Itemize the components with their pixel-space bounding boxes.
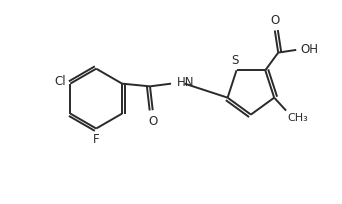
Text: CH₃: CH₃ [288, 113, 308, 123]
Text: OH: OH [300, 43, 318, 56]
Text: S: S [231, 54, 238, 67]
Text: F: F [93, 133, 100, 146]
Text: O: O [148, 115, 157, 128]
Text: O: O [270, 14, 279, 27]
Text: Cl: Cl [55, 75, 66, 89]
Text: HN: HN [177, 76, 195, 90]
